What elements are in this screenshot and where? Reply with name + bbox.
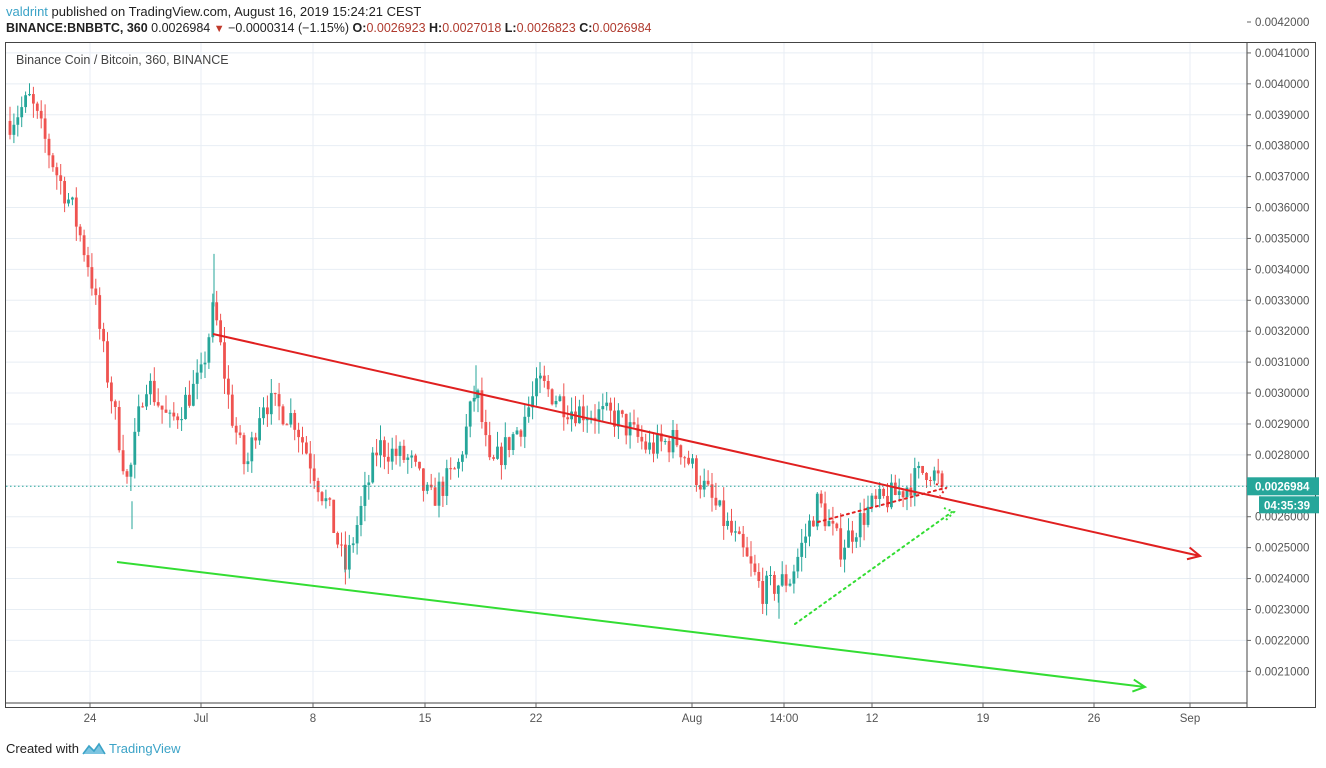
symbol-label: BINANCE:BNBBTC, 360: [6, 21, 148, 35]
trendline-annotations[interactable]: [6, 333, 1247, 693]
price-tick-label: 0.0026000: [1255, 512, 1309, 524]
close-label: C:: [579, 21, 593, 35]
price-tick-label: 0.0030000: [1255, 388, 1309, 400]
published-text: published on TradingView.com, August 16,…: [47, 4, 422, 19]
price-axis[interactable]: 0.0042000 0.0041000 0.0040000 0.0039000 0.00…: [1247, 17, 1309, 678]
low-label: L:: [504, 21, 517, 35]
footer: Created with TradingView: [6, 741, 181, 756]
close-value: 0.0026984: [592, 21, 652, 35]
last-price-value: 0.0026984: [1255, 481, 1310, 493]
price-tick-label: 0.0037000: [1255, 172, 1309, 184]
time-tick-label: 15: [419, 713, 432, 725]
grid-lines: [6, 43, 1247, 703]
price-tick-label: 0.0033000: [1255, 295, 1309, 307]
arrow-head-icon: [1132, 678, 1148, 693]
time-tick-label: Jul: [194, 713, 209, 725]
price-tick-label: 0.0022000: [1255, 635, 1309, 647]
time-tick-label: 14:00: [770, 713, 799, 725]
price-change: −0.0000314 (−1.15%): [228, 21, 350, 35]
time-tick-label: Aug: [682, 713, 702, 725]
price-tick-label: 0.0041000: [1255, 48, 1309, 60]
open-value: 0.0026923: [366, 21, 426, 35]
price-tick-label: 0.0024000: [1255, 574, 1309, 586]
triangle-down-icon: ▼: [213, 23, 225, 35]
symbol-info-bar: BINANCE:BNBBTC, 360 0.0026984 ▼ −0.00003…: [6, 21, 651, 35]
time-tick-label: 22: [530, 713, 543, 725]
price-tick-label: 0.0029000: [1255, 419, 1309, 431]
last-price-label: 0.0026984 04:35:39: [1247, 477, 1319, 514]
price-tick-label: 0.0040000: [1255, 79, 1309, 91]
price-tick-label: 0.0032000: [1255, 326, 1309, 338]
price-tick-label: 0.0042000: [1255, 17, 1309, 29]
wedge-upper-arrow-icon: [935, 483, 948, 497]
arrow-head-icon: [1186, 546, 1203, 561]
price-tick-label: 0.0036000: [1255, 203, 1309, 215]
price-tick-label: 0.0028000: [1255, 450, 1309, 462]
time-tick-label: 8: [310, 713, 316, 725]
price-tick-label: 0.0021000: [1255, 666, 1309, 678]
open-label: O:: [352, 21, 367, 35]
time-tick-label: 24: [84, 713, 97, 725]
descending-resistance-line[interactable]: [212, 333, 1201, 557]
high-label: H:: [429, 21, 443, 35]
tradingview-logo-icon: [82, 742, 106, 754]
time-tick-label: Sep: [1180, 713, 1200, 725]
created-with-text: Created with: [6, 741, 79, 756]
time-tick-label: 26: [1088, 713, 1101, 725]
tradingview-brand-link[interactable]: TradingView: [108, 741, 181, 756]
price-tick-label: 0.0031000: [1255, 357, 1309, 369]
author-link[interactable]: valdrint: [6, 4, 48, 19]
price-tick-label: 0.0023000: [1255, 604, 1309, 616]
price-tick-label: 0.0025000: [1255, 543, 1309, 555]
descending-support-line[interactable]: [116, 561, 1146, 688]
wedge-lower-arrow-icon: [943, 507, 956, 521]
chart-legend-title: Binance Coin / Bitcoin, 360, BINANCE: [16, 53, 229, 67]
price-tick-label: 0.0039000: [1255, 110, 1309, 122]
bar-countdown: 04:35:39: [1264, 500, 1310, 512]
chart-frame[interactable]: [5, 42, 1316, 708]
price-tick-label: 0.0034000: [1255, 264, 1309, 276]
price-tick-label: 0.0035000: [1255, 233, 1309, 245]
price-tick-label: 0.0038000: [1255, 141, 1309, 153]
publish-info: valdrint published on TradingView.com, A…: [6, 4, 421, 19]
wedge-upper-line[interactable]: [817, 487, 946, 523]
low-value: 0.0026823: [516, 21, 576, 35]
last-price: 0.0026984: [151, 21, 211, 35]
high-value: 0.0027018: [442, 21, 502, 35]
wedge-lower-line[interactable]: [794, 511, 953, 625]
candlestick-series: [8, 83, 944, 619]
time-tick-label: 19: [977, 713, 990, 725]
time-tick-label: 12: [866, 713, 879, 725]
time-axis[interactable]: 24 Jul 8 15 22 Aug 14:00 12 19 26 Sep: [84, 703, 1201, 725]
